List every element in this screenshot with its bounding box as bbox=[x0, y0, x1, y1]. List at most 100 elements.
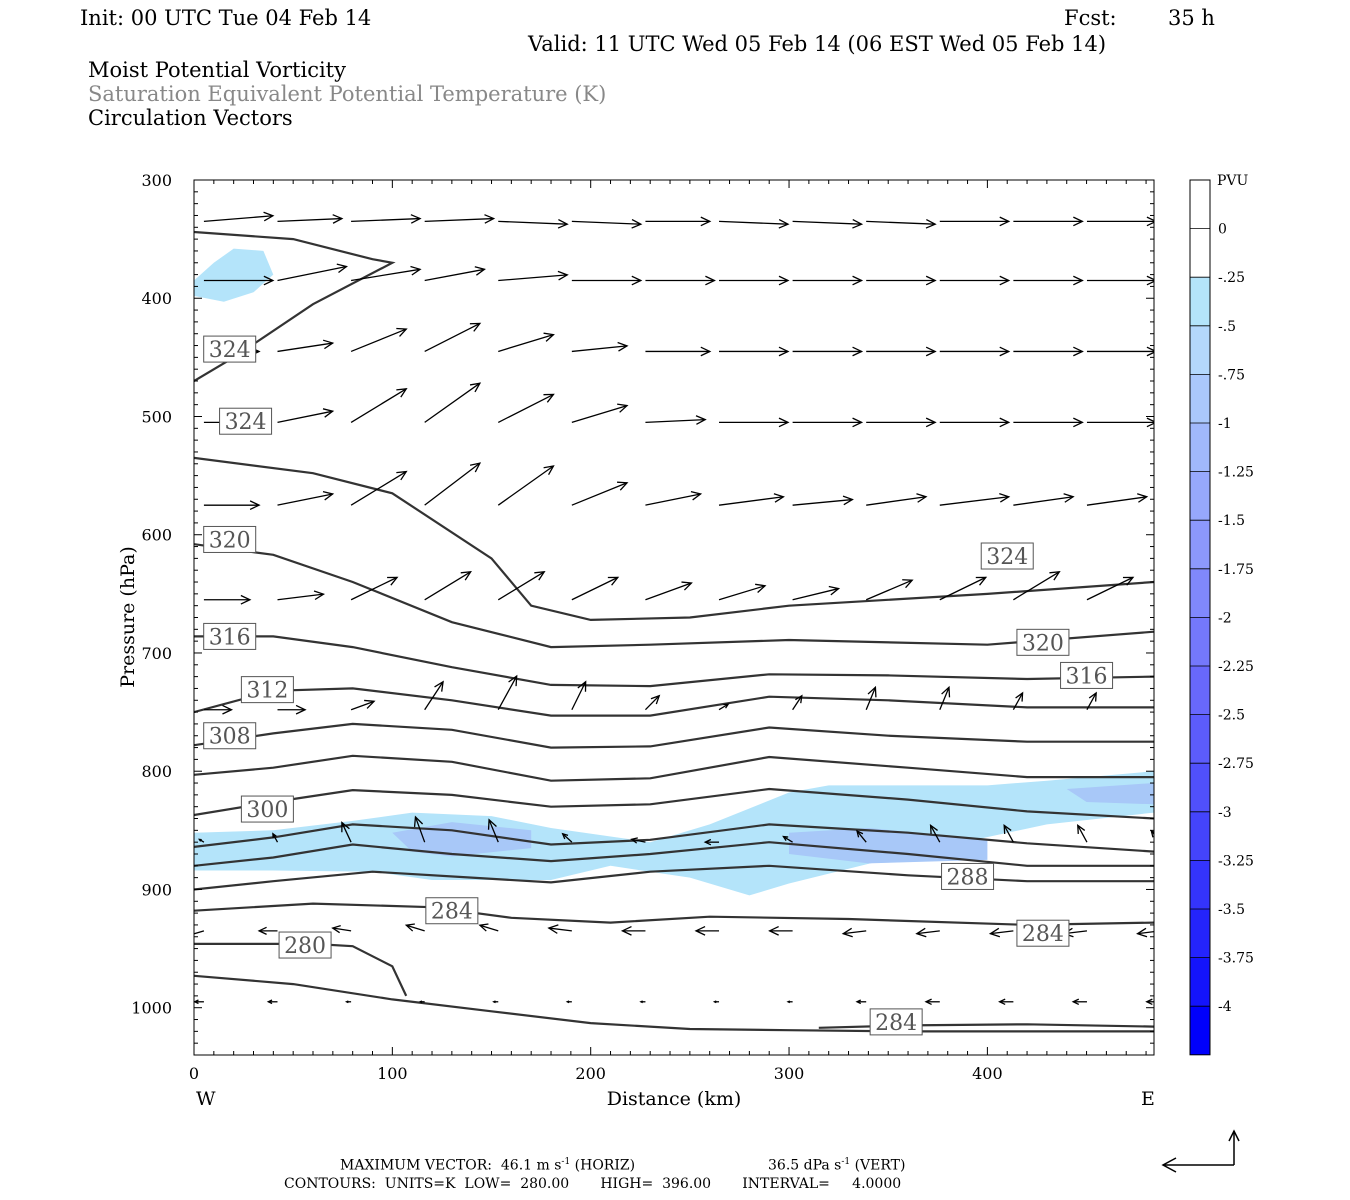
contour-label-box bbox=[278, 931, 332, 959]
vector-head bbox=[404, 923, 415, 932]
vector-head bbox=[484, 214, 496, 224]
circulation-vector bbox=[712, 1000, 720, 1004]
circulation-vector bbox=[1013, 493, 1075, 506]
circulation-vector bbox=[547, 924, 572, 934]
vector-head bbox=[975, 576, 988, 586]
vector-head bbox=[778, 417, 790, 428]
vector-head bbox=[852, 275, 864, 286]
vector-shaft bbox=[562, 833, 573, 843]
vector-shaft bbox=[498, 220, 568, 225]
vector-head bbox=[695, 415, 707, 425]
vector-head bbox=[768, 925, 779, 936]
y-tick-label: 1000 bbox=[131, 999, 172, 1018]
circulation-vector bbox=[915, 927, 940, 938]
circulation-vector bbox=[424, 570, 472, 601]
theta-contour-284-11 bbox=[194, 902, 1154, 927]
vector-head bbox=[828, 585, 841, 596]
vector-head bbox=[852, 218, 864, 229]
pv-fill-layer bbox=[194, 248, 1154, 896]
vector-shaft bbox=[277, 593, 324, 601]
colorbar-label: -3 bbox=[1218, 805, 1232, 821]
contour-label: 288 bbox=[947, 865, 989, 890]
vector-head bbox=[998, 998, 1006, 1006]
vector-shaft bbox=[424, 462, 481, 506]
vector-head bbox=[565, 1000, 570, 1004]
circulation-vector bbox=[639, 1000, 646, 1004]
vector-shaft bbox=[424, 681, 444, 711]
colorbar-swatch bbox=[1190, 666, 1210, 715]
vector-shaft bbox=[424, 268, 485, 282]
circulation-vector bbox=[782, 835, 793, 843]
fcst-value: 35 h bbox=[1168, 6, 1215, 30]
max-vert-text: 36.5 dPa s-1 (VERT) bbox=[768, 1157, 905, 1174]
vector-head bbox=[925, 218, 937, 229]
colorbar-label: -1 bbox=[1218, 416, 1232, 432]
reference-vector-icon bbox=[1161, 1129, 1240, 1173]
circulation-vector bbox=[350, 388, 408, 423]
colorbar-swatch bbox=[1190, 957, 1210, 1007]
vector-head bbox=[941, 685, 951, 698]
vector-shaft bbox=[916, 930, 940, 935]
colorbar-swatch bbox=[1190, 374, 1210, 423]
colorbar-title: PVU bbox=[1217, 173, 1249, 189]
vector-head bbox=[867, 685, 877, 698]
colorbar-label: -1.25 bbox=[1218, 465, 1254, 481]
vector-shaft bbox=[792, 220, 862, 225]
vector-head bbox=[194, 999, 199, 1005]
vector-head bbox=[1088, 691, 1097, 702]
circulation-vector bbox=[272, 832, 279, 843]
vector-shaft bbox=[277, 217, 342, 223]
vector-head bbox=[460, 570, 472, 581]
circulation-vector bbox=[498, 218, 569, 229]
contour-label: 324 bbox=[209, 338, 251, 363]
circulation-vector bbox=[1086, 576, 1135, 601]
vector-shaft bbox=[498, 334, 554, 353]
contour-label-box bbox=[240, 676, 294, 704]
theta-contour-300-7 bbox=[194, 787, 1154, 820]
circulation-vector bbox=[571, 481, 629, 506]
pv-region-2 bbox=[392, 822, 532, 857]
vector-head bbox=[852, 346, 864, 357]
circulation-vector bbox=[866, 275, 937, 286]
vector-head bbox=[266, 999, 273, 1005]
vector-head bbox=[929, 824, 938, 835]
vector-shaft bbox=[571, 404, 628, 424]
vector-head bbox=[795, 694, 803, 704]
colorbar-swatch bbox=[1190, 714, 1210, 764]
contour-label-box bbox=[203, 335, 257, 363]
vector-head bbox=[257, 926, 267, 935]
vector-head bbox=[557, 270, 569, 281]
circulation-vector bbox=[939, 493, 1011, 506]
y-tick-label: 600 bbox=[141, 526, 172, 545]
vector-head bbox=[999, 275, 1011, 286]
vector-head bbox=[723, 703, 730, 709]
theta-contour-layer bbox=[194, 230, 1154, 1033]
vector-head bbox=[925, 346, 937, 357]
colorbar-label: -2 bbox=[1218, 610, 1232, 626]
circulation-vector bbox=[497, 465, 555, 506]
circulation-vector bbox=[277, 408, 335, 424]
theta-contour-292-9 bbox=[194, 841, 1154, 867]
vector-head bbox=[617, 481, 629, 491]
circulation-vector bbox=[929, 824, 941, 843]
vector-head bbox=[773, 493, 785, 503]
vector-head bbox=[295, 704, 307, 715]
circulation-vector bbox=[939, 685, 951, 710]
vector-head bbox=[474, 266, 486, 276]
circulation-vector bbox=[350, 470, 408, 506]
circulation-vector bbox=[792, 495, 854, 506]
contour-label: 280 bbox=[284, 934, 326, 959]
vector-head bbox=[690, 490, 703, 501]
vector-shaft bbox=[930, 825, 941, 843]
vector-layer bbox=[194, 211, 1154, 1006]
vector-head bbox=[755, 583, 767, 593]
circulation-vector bbox=[497, 570, 546, 601]
circulation-vector bbox=[865, 685, 877, 710]
vector-shaft bbox=[1003, 825, 1014, 843]
circulation-vector bbox=[571, 275, 643, 286]
vector-shaft bbox=[350, 471, 407, 506]
contour-label-box bbox=[203, 622, 257, 650]
vector-shaft bbox=[1077, 825, 1088, 843]
x-tick-label: 300 bbox=[774, 1064, 805, 1083]
y-tick-label: 900 bbox=[141, 880, 172, 899]
